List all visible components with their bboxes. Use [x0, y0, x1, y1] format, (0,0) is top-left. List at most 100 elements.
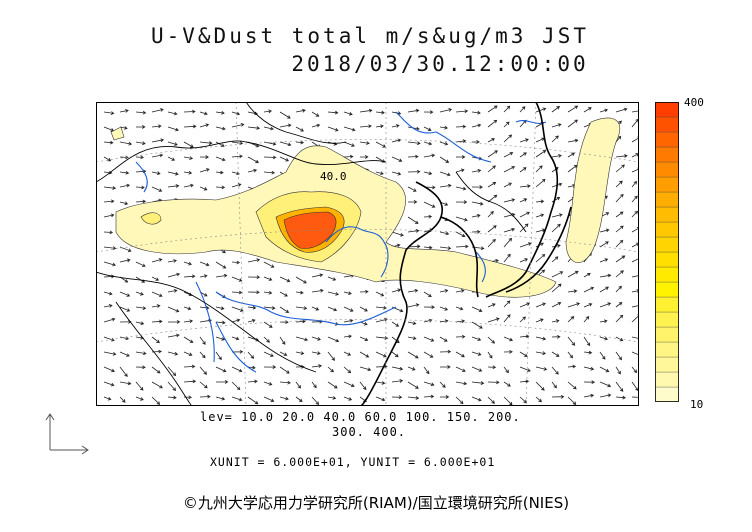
wind-arrow [519, 106, 526, 113]
wind-arrow [615, 239, 624, 248]
wind-arrow [599, 319, 608, 324]
wind-arrow [615, 180, 623, 188]
wind-arrow [503, 381, 511, 387]
wind-arrow [455, 334, 466, 339]
wind-arrow [151, 276, 160, 281]
wind-arrow [135, 141, 146, 146]
wind-arrow [247, 258, 261, 263]
unit-vector-legend-icon [45, 413, 89, 455]
wind-arrow [503, 314, 511, 323]
wind-arrow [599, 228, 610, 233]
wind-arrow [567, 336, 576, 346]
wind-arrow [407, 229, 420, 233]
wind-arrow [215, 366, 227, 373]
wind-arrow [487, 138, 495, 143]
wind-arrow [103, 351, 117, 356]
wind-arrow [311, 364, 322, 368]
wind-arrow [423, 153, 436, 158]
wind-arrow [231, 276, 243, 282]
wind-arrow [455, 306, 464, 311]
wind-arrow [407, 303, 420, 308]
wind-arrow [439, 319, 449, 323]
wind-arrow [391, 395, 403, 400]
wind-arrow [327, 110, 339, 115]
wind-arrow [583, 107, 592, 113]
wind-arrow [471, 381, 485, 385]
wind-arrow [231, 290, 243, 295]
wind-arrow [423, 351, 434, 358]
wind-arrow [311, 351, 321, 355]
wind-arrow [135, 291, 144, 296]
wind-arrow [103, 156, 112, 162]
wind-arrow [199, 111, 208, 116]
wind-arrow [375, 291, 385, 297]
wind-arrow [295, 351, 305, 355]
colorbar-max-label: 400 [684, 96, 704, 109]
wind-arrow [535, 381, 545, 391]
wind-arrow [487, 119, 498, 128]
wind-arrow [343, 126, 356, 132]
wind-arrow [359, 141, 370, 145]
colorbar-cell [655, 341, 679, 358]
wind-arrow [343, 366, 352, 374]
wind-arrow [103, 304, 113, 308]
wind-arrow [503, 121, 510, 128]
colorbar-cell [655, 251, 679, 268]
wind-arrow [119, 141, 133, 146]
wind-arrow [487, 194, 498, 203]
wind-arrow [215, 306, 225, 311]
wind-arrow [551, 366, 559, 375]
wind-arrow [375, 351, 387, 358]
wind-arrow [135, 321, 145, 326]
wind-arrow [551, 197, 561, 203]
wind-arrow [519, 396, 528, 404]
wind-arrow [151, 124, 162, 129]
wind-arrow [407, 169, 421, 174]
wind-arrow [119, 291, 131, 297]
wind-arrow [519, 316, 526, 323]
wind-arrow [311, 111, 320, 117]
wind-arrow [535, 302, 546, 308]
wind-arrow [551, 106, 561, 113]
wind-arrow [279, 380, 291, 385]
wind-arrow [135, 351, 147, 356]
wind-arrow [455, 109, 469, 114]
wind-arrow [615, 285, 622, 293]
wind-arrow [567, 152, 575, 158]
wind-arrow [519, 242, 532, 248]
wind-arrow [631, 256, 639, 263]
wind-arrow [247, 156, 259, 164]
wind-arrow [551, 271, 564, 278]
wind-arrow [423, 214, 433, 219]
wind-arrow [631, 180, 637, 188]
contour-label: 40.0 [320, 170, 347, 183]
wind-arrow [407, 381, 419, 389]
colorbar-cell [655, 146, 679, 163]
wind-arrow [391, 336, 400, 344]
wind-arrow [119, 366, 128, 378]
wind-arrow [551, 351, 560, 357]
unit-scale-text: XUNIT = 6.000E+01, YUNIT = 6.000E+01 [210, 455, 496, 469]
wind-arrow [343, 334, 352, 339]
wind-arrow [279, 123, 292, 128]
wind-arrow [551, 283, 562, 293]
wind-arrow [503, 105, 511, 113]
wind-arrow [135, 125, 146, 129]
wind-arrow [135, 306, 147, 310]
wind-arrow [183, 364, 196, 369]
wind-arrow [231, 154, 243, 159]
wind-arrow [519, 334, 530, 339]
wind-arrow [359, 336, 369, 342]
wind-arrow [199, 168, 210, 173]
wind-arrow [423, 381, 435, 387]
wind-arrow [247, 126, 261, 130]
wind-arrow [615, 270, 624, 278]
wind-arrow [263, 261, 275, 268]
wind-arrow [103, 199, 115, 204]
wind-arrow [231, 336, 240, 341]
wind-arrow [567, 105, 579, 113]
wind-arrow [215, 273, 228, 278]
wind-arrow [471, 185, 483, 189]
wind-arrow [535, 318, 544, 323]
wind-arrow [439, 125, 448, 130]
